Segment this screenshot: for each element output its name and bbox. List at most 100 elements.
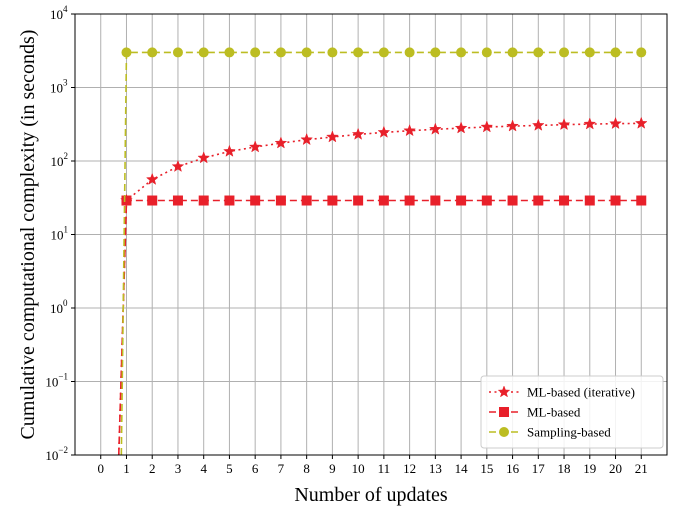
- x-tick-label: 16: [506, 461, 520, 476]
- x-tick-label: 19: [583, 461, 596, 476]
- x-tick-label: 13: [429, 461, 442, 476]
- legend-marker: [499, 427, 509, 437]
- data-point: [377, 125, 391, 138]
- y-axis-label: Cumulative computational complexity (in …: [17, 30, 39, 440]
- data-point: [250, 195, 261, 206]
- series-2: [120, 47, 647, 455]
- data-point: [454, 121, 468, 134]
- data-point: [327, 47, 338, 58]
- data-point: [121, 195, 132, 206]
- data-point: [404, 195, 415, 206]
- series-1: [117, 195, 647, 455]
- data-point: [507, 47, 518, 58]
- data-point: [172, 47, 183, 58]
- data-point: [198, 195, 209, 206]
- data-point: [610, 47, 621, 58]
- data-point: [428, 122, 442, 135]
- x-tick-label: 20: [609, 461, 622, 476]
- data-point: [507, 195, 518, 206]
- y-tick-label: 10−2: [45, 445, 68, 463]
- legend-label: ML-based (iterative): [527, 385, 635, 400]
- x-tick-label: 14: [455, 461, 469, 476]
- legend: ML-based (iterative) ML-based Sampling-bas…: [480, 375, 664, 449]
- data-point: [171, 159, 185, 172]
- data-point: [223, 144, 236, 157]
- data-point: [300, 132, 314, 146]
- data-point: [430, 47, 441, 58]
- x-tick-label: 11: [378, 461, 391, 476]
- data-point: [559, 195, 570, 206]
- data-point: [559, 47, 570, 58]
- y-tick-label: 103: [50, 78, 68, 96]
- x-axis-ticks: 0 1 2 3 4 5 6 7 8 9 10 11 12 13 14 15 16 17 18 19 20 21: [97, 455, 648, 476]
- data-point: [301, 195, 312, 206]
- data-point: [248, 140, 262, 153]
- x-tick-label: 6: [252, 461, 259, 476]
- x-tick-label: 8: [303, 461, 310, 476]
- data-point: [147, 195, 158, 206]
- x-tick-label: 2: [149, 461, 156, 476]
- data-point: [533, 47, 544, 58]
- data-point: [481, 195, 492, 206]
- data-point: [274, 136, 288, 149]
- data-point: [456, 195, 467, 206]
- series-line: [117, 122, 642, 455]
- y-axis-ticks: 10−2 10−1 100 101 102 103 104: [45, 4, 75, 463]
- data-point: [224, 195, 235, 206]
- data-point: [353, 47, 364, 58]
- data-point: [301, 47, 312, 58]
- data-point: [378, 47, 389, 58]
- data-point: [430, 195, 441, 206]
- data-point: [198, 47, 209, 58]
- x-tick-label: 4: [200, 461, 207, 476]
- x-tick-label: 9: [329, 461, 336, 476]
- data-point: [351, 127, 365, 140]
- data-point: [583, 117, 597, 130]
- data-point: [506, 119, 519, 132]
- data-point: [533, 195, 544, 206]
- data-point: [636, 47, 647, 58]
- legend-entry: Sampling-based: [489, 425, 611, 440]
- data-point: [403, 124, 417, 137]
- y-tick-label: 101: [51, 225, 69, 243]
- legend-box: [480, 375, 664, 449]
- data-point: [531, 118, 545, 131]
- data-point: [145, 172, 159, 185]
- data-point: [275, 195, 286, 206]
- y-tick-label: 102: [51, 151, 69, 169]
- data-point: [610, 195, 621, 206]
- y-tick-label: 104: [50, 4, 68, 22]
- data-point: [378, 195, 389, 206]
- data-point: [197, 151, 211, 164]
- legend-marker: [499, 407, 509, 417]
- data-point: [481, 47, 492, 58]
- y-tick-label: 100: [50, 298, 68, 316]
- data-point: [250, 47, 261, 58]
- legend-label: Sampling-based: [527, 425, 611, 440]
- x-tick-label: 10: [352, 461, 365, 476]
- x-tick-label: 0: [97, 461, 104, 476]
- data-point: [636, 195, 647, 206]
- x-tick-label: 18: [558, 461, 571, 476]
- x-tick-label: 7: [278, 461, 285, 476]
- data-point: [353, 195, 364, 206]
- x-axis-label: Number of updates: [294, 484, 448, 506]
- x-tick-label: 3: [175, 461, 182, 476]
- x-tick-label: 1: [123, 461, 130, 476]
- data-point: [327, 195, 338, 206]
- data-point: [172, 195, 183, 206]
- legend-entry: ML-based (iterative): [489, 385, 635, 400]
- data-point: [404, 47, 415, 58]
- series-line: [120, 51, 642, 455]
- x-tick-label: 21: [635, 461, 648, 476]
- data-point: [224, 47, 235, 58]
- legend-marker: [497, 385, 511, 398]
- data-point: [456, 47, 467, 58]
- data-point: [609, 116, 622, 130]
- x-tick-label: 15: [480, 461, 493, 476]
- data-point: [275, 47, 286, 58]
- data-point: [121, 47, 132, 58]
- x-tick-label: 5: [226, 461, 233, 476]
- data-point: [634, 116, 648, 129]
